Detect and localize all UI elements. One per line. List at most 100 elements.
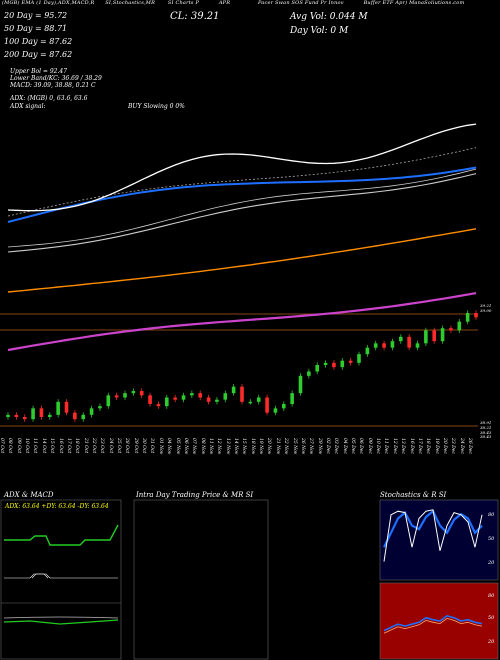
candle-body (156, 404, 161, 407)
candle-body (106, 395, 111, 407)
rsi-tick-label: 50 (488, 615, 495, 621)
macd-stat: MACD: 39.09, 38.88, 0.21 C (10, 82, 96, 89)
candle-body (390, 341, 395, 348)
candle-body (273, 408, 278, 413)
avg-volume: Avg Vol: 0.044 M (290, 12, 368, 22)
ema20-legend: 20 Day = 95.72 (4, 11, 68, 20)
buy-signal: BUY Slowing 0 0% (128, 103, 185, 110)
candle-body (415, 343, 420, 348)
candle-body (357, 354, 361, 363)
candle-body (6, 414, 10, 417)
candle-body (248, 401, 253, 404)
header-part: Pacer Swan SOS Fund Pr Innov (257, 0, 344, 6)
stoch-tick-label: 80 (488, 512, 495, 518)
rsi-tick-label: 80 (488, 593, 495, 599)
candle-body (73, 412, 77, 420)
candle-body (139, 391, 144, 396)
candle-body (131, 391, 136, 394)
candle-body (64, 401, 69, 413)
ema200-line (7, 228, 477, 293)
candle-body (148, 395, 152, 404)
macd-signal-line (3, 616, 119, 619)
adx-line (4, 524, 119, 546)
price-chart (0, 123, 478, 427)
day-volume: Day Vol: 0 M (290, 26, 349, 36)
candle-body (256, 397, 261, 402)
adx-panel-frame (0, 499, 122, 660)
candle-body (307, 371, 311, 376)
header-part: Buffer ETF Apr) ManaSoliutions.com (363, 0, 465, 6)
ema20-line (7, 123, 477, 212)
candle-body (181, 395, 186, 400)
candle-body (56, 401, 60, 415)
candle-body (457, 321, 462, 331)
candle-body (290, 393, 294, 404)
candle-body (14, 414, 19, 417)
candle-body (449, 328, 453, 331)
di-bump (31, 573, 49, 579)
stoch-k-line (383, 509, 483, 562)
candle-body (206, 397, 211, 402)
price-label: 39.21 (480, 303, 492, 308)
ema100-legend: 100 Day = 87.62 (4, 37, 73, 46)
close-price: CL: 39.21 (170, 11, 220, 22)
ema-dashed-line (7, 147, 477, 217)
candle-body (340, 360, 345, 368)
candle-body (407, 336, 411, 348)
adx-readout: ADX: 63.64 +DY: 63.64 -DY: 63.64 (5, 503, 109, 510)
candle-body (298, 375, 303, 394)
adx-stat: ADX: (MGB) 0, 63.6, 63.6 (10, 95, 88, 102)
header-part: APR (218, 0, 231, 6)
mrsi-panel-frame (133, 499, 269, 660)
adx-signal: ADX signal: (10, 103, 46, 110)
candle-body (365, 347, 370, 355)
candle-body (265, 397, 269, 413)
price-label: 38.43 (480, 430, 492, 435)
candle-body (348, 360, 353, 363)
candle-body (31, 408, 35, 420)
candle-body (240, 386, 244, 402)
ema100-line-inner (7, 168, 477, 248)
macd-line (3, 619, 119, 625)
candle-body (114, 395, 119, 398)
ema100-line (7, 173, 477, 253)
candle-body (424, 330, 428, 344)
bollinger-band (7, 292, 477, 352)
candle-body (332, 362, 336, 368)
ema200-legend: 200 Day = 87.62 (4, 50, 73, 59)
rsi-tick-label: 20 (487, 639, 495, 645)
candle-body (382, 343, 386, 348)
candle-body (215, 399, 219, 402)
candle-body (465, 313, 470, 322)
header-line: (MGB) EMA (1 Day),ADX,MACD,R SI,Stochast… (2, 0, 464, 6)
candle-body (231, 386, 236, 394)
price-label: 39.00 (480, 308, 492, 313)
upper-band: Upper Bol = 92.47 (10, 68, 68, 75)
candle-body (315, 365, 320, 372)
candle-body (81, 414, 86, 420)
stoch-panel-frame (379, 499, 499, 581)
di-line (4, 573, 118, 579)
candle-body (373, 343, 378, 348)
candle-body (22, 417, 27, 420)
candle-body (98, 406, 102, 409)
candle-body (190, 393, 194, 396)
lower-band: Lower Band/KC: 36.69 / 38.29 (10, 75, 102, 82)
price-label: 38.43 (480, 434, 492, 439)
candle-body (432, 330, 437, 342)
candle-body (164, 397, 169, 407)
header-part: SI Charts P (167, 0, 200, 6)
rsi-signal-line (383, 617, 483, 634)
candle-body (440, 328, 445, 342)
header-part: SI,Stochastics,MR (105, 0, 156, 6)
adx-panel-title: ADX & MACD (4, 491, 54, 499)
candle-body (223, 393, 228, 400)
price-label: 38.21 (480, 425, 492, 430)
candle-body (198, 393, 203, 398)
mrsi-panel-title: Intra Day Trading Price & MR SI (136, 491, 254, 499)
candle-body (39, 408, 44, 417)
stoch-tick-label: 50 (488, 536, 495, 542)
price-label: 38.91 (480, 420, 492, 425)
candle-body (281, 404, 286, 409)
